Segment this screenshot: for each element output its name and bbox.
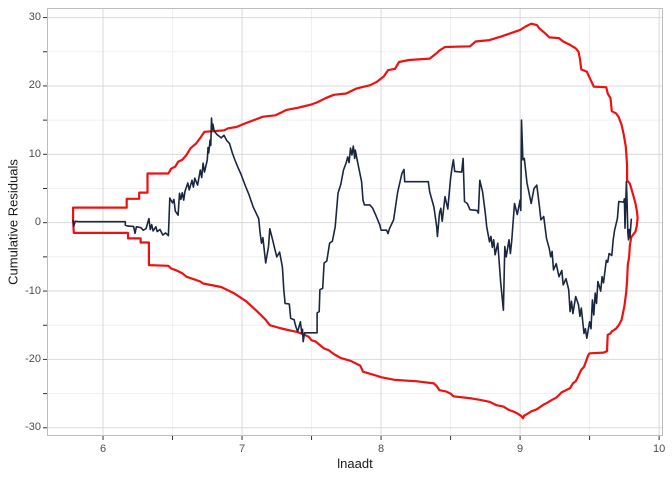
cumulative-residuals-line <box>72 117 633 343</box>
y-axis-title: Cumulative Residuals <box>5 159 21 285</box>
panel-border <box>47 8 663 436</box>
x-axis-title: lnaadt <box>337 456 373 471</box>
series <box>71 22 639 420</box>
grid-major <box>47 8 663 436</box>
grid-minor <box>47 8 663 436</box>
axis-ticks <box>43 17 660 440</box>
simulation-envelope-line <box>71 22 639 420</box>
